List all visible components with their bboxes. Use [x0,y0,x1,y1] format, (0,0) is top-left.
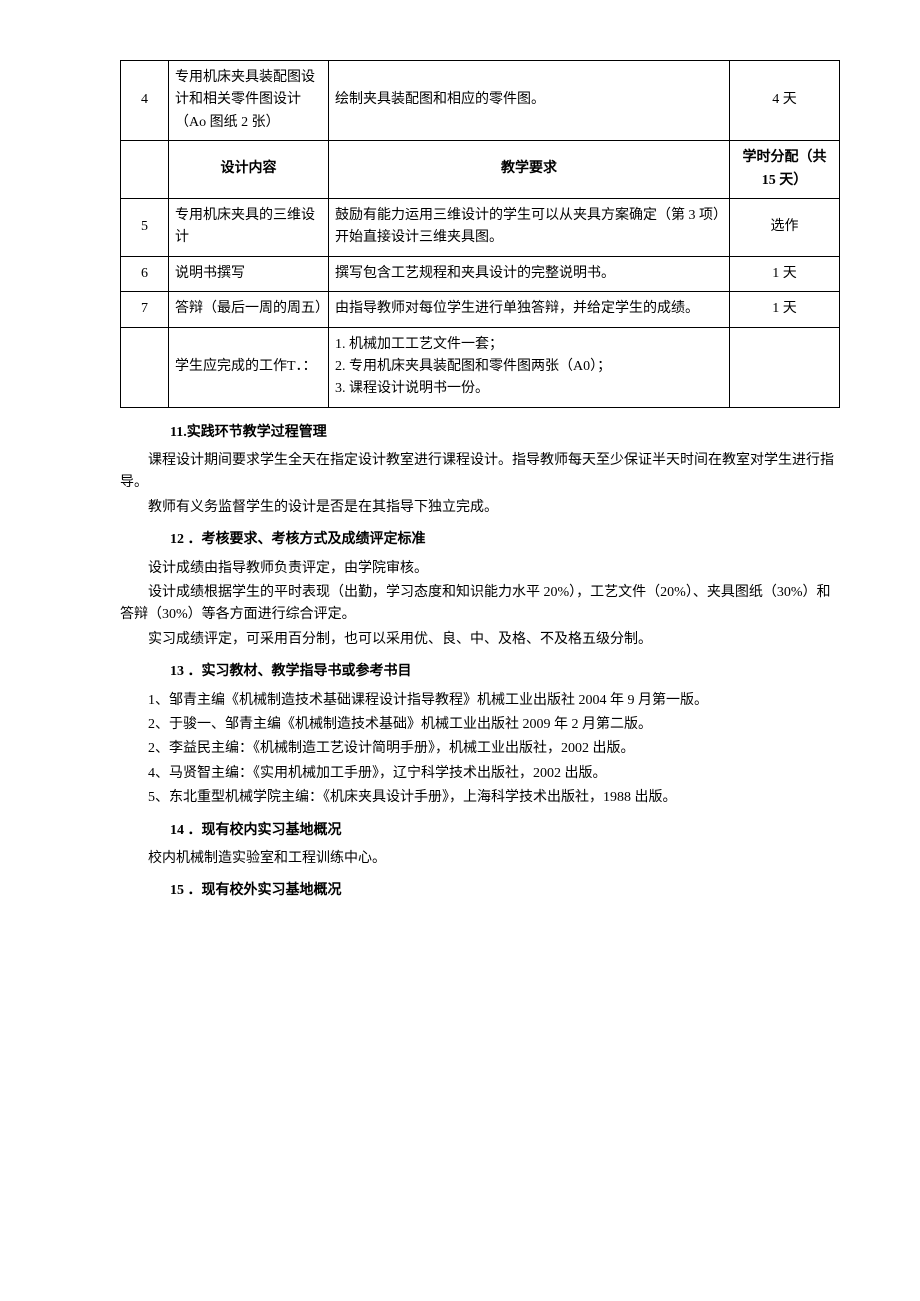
section-13-title: 13 ．实习教材、教学指导书或参考书目 [170,661,840,683]
table-row: 7答辩（最后一周的周五）由指导教师对每位学生进行单独答辩，并给定学生的成绩。1 … [121,292,840,327]
row-allocation: 学时分配（共15 天） [730,141,840,199]
row-allocation: 1 天 [730,256,840,291]
row-content: 设计内容 [169,141,329,199]
row-content: 说明书撰写 [169,256,329,291]
row-number: 4 [121,61,169,141]
row-requirement: 绘制夹具装配图和相应的零件图。 [329,61,730,141]
row-requirement: 鼓励有能力运用三维设计的学生可以从夹具方案确定（第 3 项）开始直接设计三维夹具… [329,198,730,256]
schedule-table: 4专用机床夹具装配图设计和相关零件图设计（Ao 图纸 2 张）绘制夹具装配图和相… [120,60,840,408]
row-requirement: 由指导教师对每位学生进行单独答辩，并给定学生的成绩。 [329,292,730,327]
row-allocation: 1 天 [730,292,840,327]
row-requirement: 撰写包含工艺规程和夹具设计的完整说明书。 [329,256,730,291]
ref-5: 5、东北重型机械学院主编：《机床夹具设计手册》，上海科学技术出版社，1988 出… [120,787,840,809]
row-content: 学生应完成的工作T．： [169,327,329,407]
ref-4: 4、马贤智主编：《实用机械加工手册》，辽宁科学技术出版社，2002 出版。 [120,763,840,785]
ref-2: 2、于骏一、邹青主编《机械制造技术基础》机械工业出版社 2009 年 2 月第二… [120,714,840,736]
row-allocation [730,327,840,407]
section-11-p2: 教师有义务监督学生的设计是否是在其指导下独立完成。 [120,497,840,519]
table-row: 6说明书撰写撰写包含工艺规程和夹具设计的完整说明书。1 天 [121,256,840,291]
section-12-p2: 设计成绩根据学生的平时表现（出勤，学习态度和知识能力水平 20%），工艺文件（2… [120,582,840,627]
row-number [121,327,169,407]
section-11-p1: 课程设计期间要求学生全天在指定设计教室进行课程设计。指导教师每天至少保证半天时间… [120,450,840,495]
section-12-p1: 设计成绩由指导教师负责评定，由学院审核。 [120,558,840,580]
row-number: 5 [121,198,169,256]
ref-1: 1、邹青主编《机械制造技术基础课程设计指导教程》机械工业出版社 2004 年 9… [120,690,840,712]
section-12-title: 12 ．考核要求、考核方式及成绩评定标准 [170,529,840,551]
table-row: 学生应完成的工作T．：1. 机械加工工艺文件一套；2. 专用机床夹具装配图和零件… [121,327,840,407]
table-row: 设计内容教学要求学时分配（共15 天） [121,141,840,199]
section-15-title: 15 ．现有校外实习基地概况 [170,880,840,902]
table-row: 5专用机床夹具的三维设计鼓励有能力运用三维设计的学生可以从夹具方案确定（第 3 … [121,198,840,256]
row-content: 专用机床夹具的三维设计 [169,198,329,256]
section-14-p1: 校内机械制造实验室和工程训练中心。 [120,848,840,870]
row-allocation: 选作 [730,198,840,256]
row-number [121,141,169,199]
table-row: 4专用机床夹具装配图设计和相关零件图设计（Ao 图纸 2 张）绘制夹具装配图和相… [121,61,840,141]
section-11-title: 11.实践环节教学过程管理 [170,422,840,444]
row-number: 6 [121,256,169,291]
row-allocation: 4 天 [730,61,840,141]
ref-3: 2、李益民主编：《机械制造工艺设计简明手册》，机械工业出版社，2002 出版。 [120,738,840,760]
section-14-title: 14 ．现有校内实习基地概况 [170,820,840,842]
section-12-p3: 实习成绩评定，可采用百分制，也可以采用优、良、中、及格、不及格五级分制。 [120,629,840,651]
row-number: 7 [121,292,169,327]
row-requirement: 1. 机械加工工艺文件一套；2. 专用机床夹具装配图和零件图两张（A0）；3. … [329,327,730,407]
row-content: 专用机床夹具装配图设计和相关零件图设计（Ao 图纸 2 张） [169,61,329,141]
row-content: 答辩（最后一周的周五） [169,292,329,327]
row-requirement: 教学要求 [329,141,730,199]
